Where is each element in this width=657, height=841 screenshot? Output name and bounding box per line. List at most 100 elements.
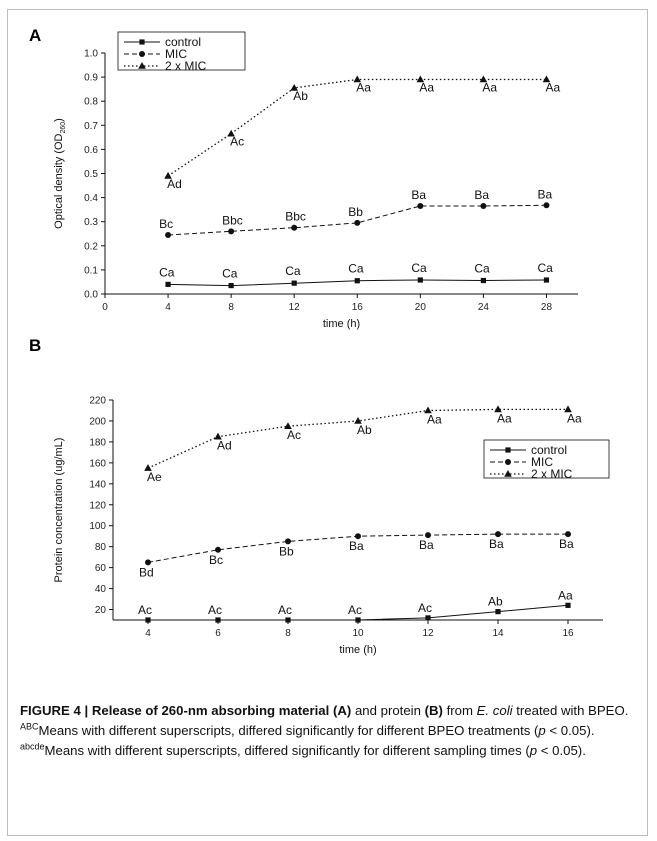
chart-b-y-tick-label: 40 bbox=[95, 584, 107, 595]
chart-b-series-1-data-label: Ba bbox=[559, 537, 574, 551]
chart-b-series-2-data-label: Ae bbox=[147, 470, 162, 484]
chart-b-series-2-data-label: Ac bbox=[287, 428, 301, 442]
chart-a-series-2-data-label: Ac bbox=[230, 135, 244, 149]
chart-b-series-0-data-label: Ac bbox=[208, 603, 222, 617]
chart-a-series-2: Ad Ac Ab Aa Aa Aa Aa bbox=[164, 75, 560, 191]
chart-b-protein-concentration: B 20 40 60 80 100 120 140 160 180 200 220 4 6 8 10 12 14 1… bbox=[29, 336, 610, 656]
chart-a-x-tick-label: 28 bbox=[541, 302, 553, 313]
chart-b-y-tick-label: 140 bbox=[89, 479, 106, 490]
chart-a-y-tick-label: 1.0 bbox=[84, 49, 98, 60]
chart-a-legend-label: MIC bbox=[165, 47, 187, 61]
chart-a-series-0-point bbox=[165, 281, 171, 287]
chart-b-series-2-data-label: Aa bbox=[497, 411, 512, 425]
chart-a-axes: 0.0 0.1 0.2 0.3 0.4 0.5 0.6 0.7 0.8 0.9 1.0 0 4 8 12 16… bbox=[84, 49, 578, 313]
chart-b-legend-swatch-marker bbox=[504, 470, 512, 477]
chart-b-y-tick-label: 100 bbox=[89, 521, 106, 532]
chart-b-series-1: Bd Bc Bb Ba Ba Ba Ba bbox=[139, 531, 574, 579]
chart-b-y-tick-label: 180 bbox=[89, 437, 106, 448]
chart-a-series-1: Bc Bbc Bbc Bb Ba Ba Ba bbox=[159, 187, 552, 238]
chart-b-series-1-point bbox=[355, 533, 361, 540]
chart-a-legend-box bbox=[117, 31, 246, 71]
chart-a-series-0-data-label: Ca bbox=[474, 262, 490, 276]
chart-a-series-1-point bbox=[165, 231, 172, 238]
chart-a-series-2-point bbox=[290, 83, 298, 91]
chart-a-series-0-data-label: Ca bbox=[159, 265, 175, 279]
chart-b-x-tick-label: 14 bbox=[492, 628, 504, 639]
chart-a-legend-swatch-marker bbox=[139, 51, 145, 57]
chart-a-series-1-point bbox=[480, 203, 487, 210]
caption-label-b: (B) bbox=[424, 703, 443, 718]
chart-a-panel-label: A bbox=[29, 26, 41, 45]
chart-b-series-0-data-label: Aa bbox=[558, 588, 573, 602]
caption-p-value-2: < 0.05). bbox=[537, 743, 586, 758]
chart-b-series-1-data-label: Bc bbox=[209, 553, 223, 567]
chart-a-legend-label: 2 x MIC bbox=[165, 59, 207, 73]
chart-a-series-1-data-label: Ba bbox=[474, 188, 489, 202]
chart-b-series-0-point bbox=[425, 615, 431, 621]
chart-a-y-tick-label: 0.9 bbox=[84, 73, 98, 84]
chart-b-series-0: Ac Ac Ac Ac Ac Ab Aa bbox=[138, 588, 573, 623]
caption-mid: and protein bbox=[351, 703, 425, 718]
chart-b-x-tick-label: 16 bbox=[562, 628, 574, 639]
chart-a-series-2-data-label: Aa bbox=[419, 81, 434, 95]
chart-a-x-axis-title: time (h) bbox=[323, 318, 360, 330]
chart-b-series-2-data-label: Ab bbox=[357, 423, 372, 437]
chart-a-series-0-point bbox=[480, 277, 486, 284]
chart-b-series-0-point bbox=[285, 617, 291, 623]
caption-note-times: Means with different superscripts, diffe… bbox=[44, 743, 530, 758]
chart-a-series-1-point bbox=[543, 202, 550, 209]
chart-b-y-tick-label: 200 bbox=[89, 416, 106, 427]
chart-b-legend-label: control bbox=[531, 443, 567, 457]
chart-b-y-tick-label: 80 bbox=[95, 542, 107, 553]
chart-b-x-tick-label: 4 bbox=[145, 628, 151, 639]
chart-a-x-tick-label: 20 bbox=[415, 302, 427, 313]
caption-title: FIGURE 4 | Release of 260-nm absorbing m… bbox=[20, 703, 333, 718]
chart-b-x-axis-title: time (h) bbox=[339, 644, 376, 656]
chart-a-legend-swatch-marker bbox=[139, 39, 145, 45]
chart-b-y-axis-title: Protein concentration (ug/mL) bbox=[53, 438, 65, 583]
chart-a-series-0-data-label: Ca bbox=[537, 261, 553, 275]
chart-a-series-1-point bbox=[417, 203, 424, 210]
chart-a-x-tick-label: 0 bbox=[102, 302, 108, 313]
chart-b-legend-label: 2 x MIC bbox=[531, 467, 573, 481]
chart-a-y-tick-label: 0.2 bbox=[84, 241, 98, 252]
chart-a-series-1-data-label: Ba bbox=[411, 188, 426, 202]
chart-a-y-tick-label: 0.5 bbox=[84, 169, 98, 180]
chart-a-optical-density: A 0.0 0.1 0.2 0.3 0.4 0.5 0.6 0.7 0.8 0.9 1.0 0 4 8 12 1… bbox=[29, 26, 578, 330]
caption-p-symbol: p bbox=[538, 723, 546, 738]
figure-caption: FIGURE 4 | Release of 260-nm absorbing m… bbox=[20, 701, 632, 761]
chart-b-series-2-point bbox=[214, 432, 222, 440]
chart-b-series-2-data-label: Ad bbox=[217, 439, 232, 453]
chart-a-y-tick-label: 0.8 bbox=[84, 97, 98, 108]
chart-a-y-tick-label: 0.0 bbox=[84, 290, 98, 301]
chart-b-legend-swatch-marker bbox=[505, 447, 511, 453]
chart-a-series-2-point bbox=[353, 75, 362, 83]
chart-b-series-1-data-label: Ba bbox=[489, 537, 504, 551]
chart-a-series-2-data-label: Ab bbox=[293, 89, 308, 103]
chart-b-series-2-data-label: Aa bbox=[427, 412, 442, 426]
chart-b-series-0-data-label: Ac bbox=[418, 601, 432, 615]
chart-b-legend-box bbox=[483, 439, 610, 479]
chart-a-series-0-data-label: Ca bbox=[222, 267, 238, 281]
chart-a-series-0-data-label: Ca bbox=[285, 264, 301, 278]
chart-b-y-tick-label: 220 bbox=[89, 396, 106, 407]
chart-a-series-0-point bbox=[354, 278, 360, 284]
chart-b-series-2-point bbox=[424, 406, 432, 414]
chart-b-series-2: Ae Ad Ac Ab Aa Aa Aa bbox=[144, 405, 582, 484]
caption-sup-abc: ABC bbox=[20, 721, 39, 732]
chart-a-series-2-point bbox=[416, 75, 425, 83]
chart-b-legend-label: MIC bbox=[531, 455, 553, 469]
chart-a-series-0-data-label: Ca bbox=[411, 261, 427, 275]
chart-b-x-tick-label: 12 bbox=[422, 628, 434, 639]
chart-a-y-tick-label: 0.3 bbox=[84, 217, 98, 228]
caption-from: from bbox=[446, 703, 477, 718]
chart-b-series-2-point bbox=[564, 405, 572, 413]
chart-b-series-2-data-label: Aa bbox=[567, 411, 582, 425]
chart-a-series-0: Ca Ca Ca Ca Ca Ca Ca bbox=[159, 261, 553, 289]
caption-p-value: < 0.05). bbox=[545, 723, 595, 738]
chart-b-series-1-point bbox=[425, 532, 431, 539]
chart-b-x-tick-label: 10 bbox=[352, 628, 364, 639]
caption-treated: treated with BPEO. bbox=[512, 703, 629, 718]
chart-b-series-2-point bbox=[494, 405, 502, 413]
chart-b-y-tick-label: 160 bbox=[89, 458, 106, 469]
